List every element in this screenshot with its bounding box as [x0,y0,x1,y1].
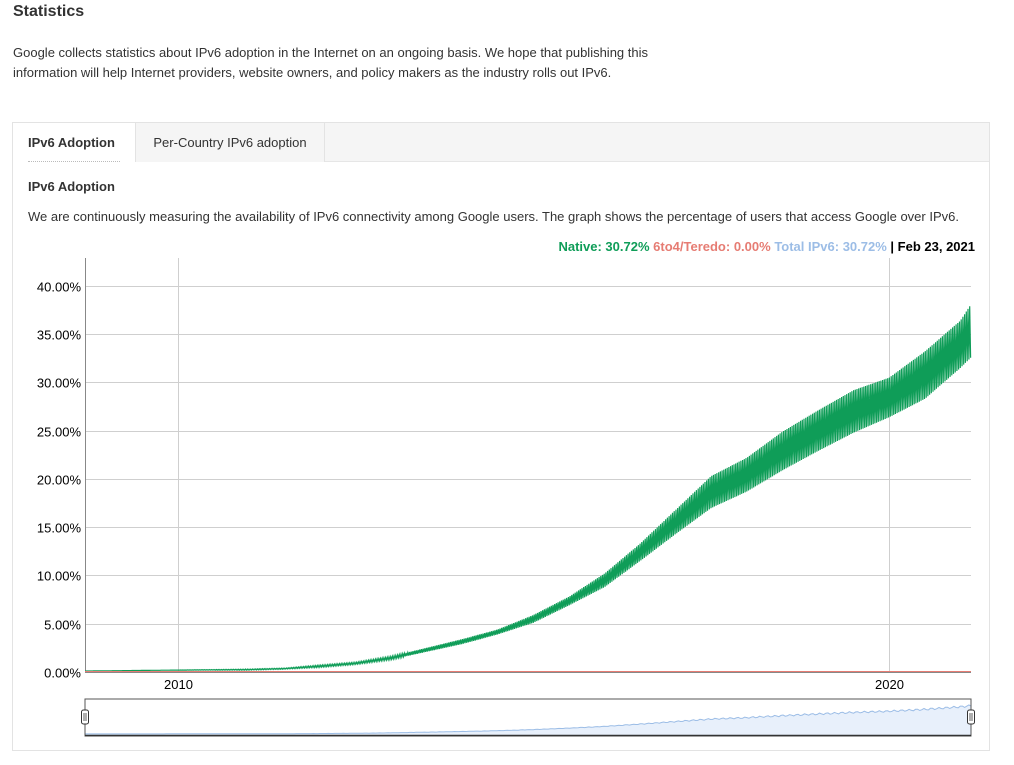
y-tick-label: 20.00% [37,473,82,488]
tab-ipv6-adoption[interactable]: IPv6 Adoption [13,123,136,162]
tab-active-underline [28,161,120,162]
page-title: Statistics [13,3,85,20]
x-tick-label: 2020 [875,677,904,692]
chart-legend: Native: 30.72% 6to4/Teredo: 0.00% Total … [558,239,975,254]
y-tick-label: 30.00% [37,376,82,391]
navigator-left-handle[interactable] [81,709,89,725]
x-axis-ticks: 2010 2020 [164,677,904,692]
intro-text: Google collects statistics about IPv6 ad… [13,45,649,80]
tab-bar: IPv6 Adoption Per-Country IPv6 adoption [13,123,989,162]
y-tick-label: 40.00% [37,280,82,295]
navigator-area [84,704,972,737]
legend-total-ipv6: Total IPv6: 30.72% [774,239,887,254]
adoption-panel: IPv6 Adoption Per-Country IPv6 adoption … [12,122,990,751]
tab-per-country-label: Per-Country IPv6 adoption [153,135,307,150]
y-tick-label: 0.00% [44,666,81,681]
range-navigator[interactable] [81,698,975,737]
chart-series [85,306,972,672]
y-tick-label: 25.00% [37,425,82,440]
chart-grid [85,258,971,673]
legend-native: Native: 30.72% [558,239,650,254]
legend-date: | Feb 23, 2021 [890,239,975,254]
series-native [85,306,972,672]
y-tick-label: 5.00% [44,618,81,633]
navigator-right-handle[interactable] [967,709,975,725]
y-axis-ticks: 0.00% 5.00% 10.00% 15.00% 20.00% 25.00% 30.00%… [37,280,82,681]
section-title: IPv6 Adoption [28,179,115,194]
tab-ipv6-adoption-label: IPv6 Adoption [28,135,115,150]
legend-6to4-teredo: 6to4/Teredo: 0.00% [653,239,771,254]
y-tick-label: 15.00% [37,521,82,536]
x-tick-label: 2010 [164,677,193,692]
y-tick-label: 10.00% [37,569,82,584]
tab-per-country[interactable]: Per-Country IPv6 adoption [136,123,325,162]
y-tick-label: 35.00% [37,328,82,343]
section-description: We are continuously measuring the availa… [28,209,959,224]
